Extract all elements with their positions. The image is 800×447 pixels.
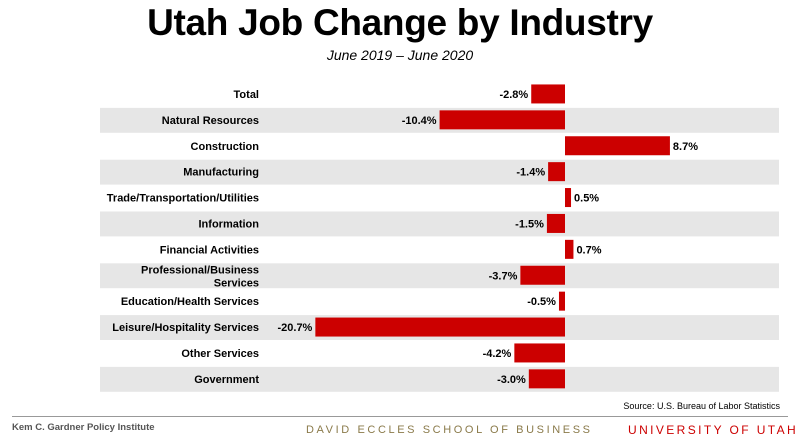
source-note: Source: U.S. Bureau of Labor Statistics — [623, 401, 780, 411]
data-label: 0.7% — [576, 244, 601, 256]
data-label: -4.2% — [483, 348, 512, 360]
bar — [558, 291, 565, 311]
bar — [315, 317, 565, 337]
category-label: Financial Activities — [160, 244, 259, 256]
bar — [520, 265, 565, 285]
category-label: Professional/Business Services — [141, 264, 259, 289]
category-label: Other Services — [181, 348, 259, 360]
data-label: -3.7% — [489, 270, 518, 282]
bar-chart: Total -2.8% Natural Resources -10.4% Constru… — [100, 84, 779, 392]
row-stripe — [100, 263, 779, 289]
category-label: Construction — [191, 141, 260, 153]
data-label: -2.8% — [499, 89, 528, 101]
chart-subtitle: June 2019 – June 2020 — [326, 47, 474, 63]
row-stripe — [100, 366, 779, 392]
bar — [514, 343, 565, 363]
data-label: 8.7% — [673, 141, 698, 153]
bar — [439, 110, 565, 130]
chart-title: Utah Job Change by Industry — [147, 2, 653, 43]
row-stripe — [100, 211, 779, 237]
data-label: -1.5% — [515, 218, 544, 230]
category-label: Education/Health Services — [121, 296, 259, 308]
category-label: Government — [194, 374, 259, 386]
row-stripe — [100, 159, 779, 185]
footer-university: UNIVERSITY OF UTAH — [628, 423, 799, 437]
footer-divider — [12, 416, 788, 417]
category-label: Trade/Transportation/Utilities — [107, 193, 259, 205]
data-label: -1.4% — [516, 167, 545, 179]
bar — [565, 188, 572, 208]
category-label: Manufacturing — [183, 167, 259, 179]
category-label: Total — [234, 89, 259, 101]
footer-school: DAVID ECCLES SCHOOL OF BUSINESS — [306, 424, 593, 436]
category-label: Information — [199, 218, 260, 230]
data-label: -10.4% — [402, 115, 437, 127]
data-label: -20.7% — [277, 322, 312, 334]
bar — [548, 162, 565, 182]
data-label: -0.5% — [527, 296, 556, 308]
footer-institute: Kem C. Gardner Policy Institute — [12, 422, 155, 433]
bar — [565, 239, 574, 259]
bar — [528, 369, 565, 389]
bar — [546, 213, 565, 233]
data-label: 0.5% — [574, 193, 599, 205]
row-stripe — [100, 107, 779, 133]
bar — [531, 84, 565, 104]
category-label: Leisure/Hospitality Services — [112, 322, 259, 334]
category-label: Natural Resources — [162, 115, 259, 127]
bar — [565, 136, 670, 156]
data-label: -3.0% — [497, 374, 526, 386]
